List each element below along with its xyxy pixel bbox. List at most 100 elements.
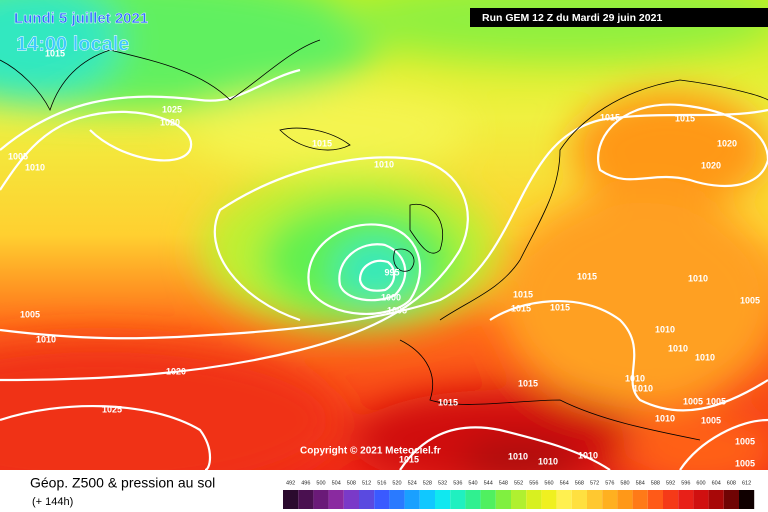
run-box [470, 8, 768, 27]
scale-label: 612 [742, 480, 751, 486]
isobar-label: 1010 [36, 334, 56, 344]
scale-label: 492 [286, 480, 295, 486]
scale-label: 584 [636, 480, 645, 486]
scale-swatch [617, 490, 633, 509]
scale-label: 604 [712, 480, 721, 486]
isobar-label: 1010 [25, 162, 45, 172]
isobar-label: 1010 [655, 413, 675, 423]
isobar-label: 1015 [550, 302, 570, 312]
scale-label: 524 [408, 480, 417, 486]
isobar-label: 1015 [577, 271, 597, 281]
scale-swatch [632, 490, 648, 509]
isobar [0, 156, 469, 382]
isobar-label: 1005 [20, 309, 40, 319]
scale-swatch [450, 490, 466, 509]
isobar-label: 995 [384, 267, 399, 277]
scale-label: 516 [377, 480, 386, 486]
isobar-label: 1010 [668, 343, 688, 353]
isobar-label: 1010 [695, 352, 715, 362]
isobar-label: 1015 [45, 48, 65, 58]
scale-swatch [298, 490, 314, 509]
isobar-label: 1010 [633, 383, 653, 393]
scale-label: 500 [316, 480, 325, 486]
isobar-label: 1020 [160, 117, 180, 127]
scale-label: 496 [301, 480, 310, 486]
scale-swatch [556, 490, 572, 509]
isobar-label: 1020 [717, 138, 737, 148]
scale-label: 532 [438, 480, 447, 486]
legend-subtitle: (+ 144h) [32, 496, 73, 508]
isobar-label: 1015 [312, 138, 332, 148]
scale-swatch [693, 490, 709, 509]
scale-label: 552 [514, 480, 523, 486]
isobar-label: 1010 [688, 273, 708, 283]
isobar-label: 1005 [387, 305, 407, 315]
isobar-label: 1020 [166, 366, 186, 376]
scale-label: 512 [362, 480, 371, 486]
isobars [0, 68, 768, 470]
isobar [338, 243, 407, 302]
isobar [0, 110, 193, 191]
isobar-label: 1010 [538, 456, 558, 466]
scale-swatch [328, 490, 344, 509]
coastline [409, 203, 443, 254]
scale-label: 568 [575, 480, 584, 486]
isobar-label: 1015 [438, 397, 458, 407]
isobar-label: 1015 [600, 112, 620, 122]
scale-label: 600 [696, 480, 705, 486]
scale-label: 504 [332, 480, 341, 486]
scale-swatch [374, 490, 390, 509]
scale-label: 528 [423, 480, 432, 486]
isobar-label: 1025 [162, 104, 182, 114]
isobar [679, 418, 768, 470]
scale-swatch [465, 490, 481, 509]
isobar [399, 426, 611, 470]
scale-label: 580 [620, 480, 629, 486]
scale-swatch [541, 490, 557, 509]
isobar-label: 1005 [701, 415, 721, 425]
isobar [358, 259, 396, 292]
run-label: Run GEM 12 Z du Mardi 29 juin 2021 [482, 12, 662, 24]
scale-label: 596 [681, 480, 690, 486]
scale-label: 560 [544, 480, 553, 486]
isobar [0, 68, 301, 151]
scale-swatch [663, 490, 679, 509]
scale-swatch [511, 490, 527, 509]
scale-swatch [602, 490, 618, 509]
scale-label: 508 [347, 480, 356, 486]
coastline [393, 248, 415, 272]
scale-swatch [571, 490, 587, 509]
isobar [0, 404, 212, 470]
scale-swatch [359, 490, 375, 509]
scale-swatch [419, 490, 435, 509]
scale-swatch [587, 490, 603, 509]
scale-swatch [283, 490, 299, 509]
isobar [489, 299, 768, 412]
scale-swatch [435, 490, 451, 509]
coastline [279, 127, 351, 151]
coastline [399, 339, 701, 441]
scale-swatch [480, 490, 496, 509]
scale-label: 592 [666, 480, 675, 486]
copyright: Copyright © 2021 Meteociel.fr [300, 446, 441, 457]
coastline [0, 39, 321, 112]
isobar-label: 1010 [508, 451, 528, 461]
scale-label: 520 [392, 480, 401, 486]
date-label: Lundi 5 juillet 2021 [14, 10, 148, 27]
scale-swatch [526, 490, 542, 509]
scale-label: 556 [529, 480, 538, 486]
isobar-label: 1015 [675, 113, 695, 123]
isobar-label: 1015 [518, 378, 538, 388]
coastlines [0, 39, 768, 441]
scale-swatch [495, 490, 511, 509]
scale-label: 536 [453, 480, 462, 486]
scale-swatch [404, 490, 420, 509]
isobar-label: 1005 [8, 151, 28, 161]
scale-label: 544 [484, 480, 493, 486]
scale-swatch [313, 490, 329, 509]
scale-swatch [647, 490, 663, 509]
coastline [439, 79, 768, 321]
scale-swatch [678, 490, 694, 509]
time-label: 14:00 locale [16, 33, 129, 55]
